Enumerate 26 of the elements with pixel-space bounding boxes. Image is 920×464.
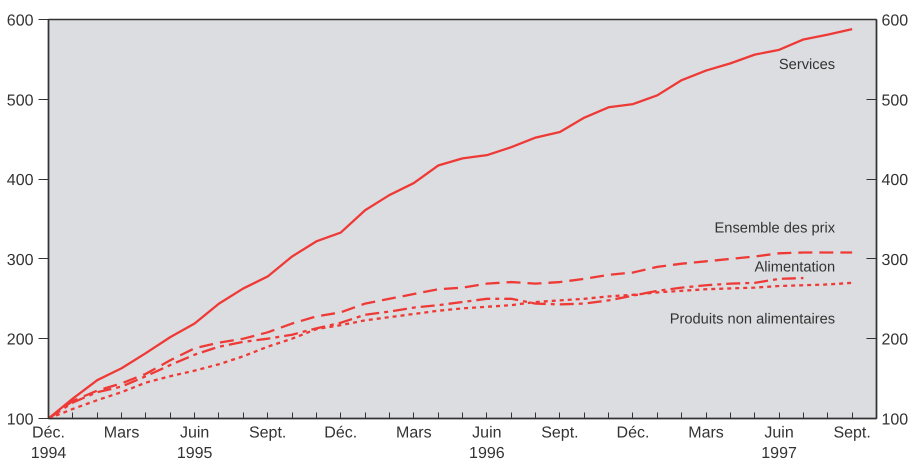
x-tick-label: Sept. (833, 424, 871, 442)
x-tick-label: Déc. (324, 424, 358, 442)
x-tick-label: Sept. (248, 424, 286, 442)
y-tick-label: 600 (6, 12, 34, 30)
y2-tick-label: 200 (882, 332, 908, 349)
y-tick-label: 400 (6, 172, 34, 190)
series-label: Ensemble des prix (714, 220, 836, 237)
y2-tick-label: 100 (882, 412, 908, 428)
x-tick-label: Déc. (616, 424, 650, 442)
y-tick-label: 500 (6, 92, 34, 110)
x-tick-label: Juin 1996 (469, 424, 505, 462)
series-label: Alimentation (754, 260, 836, 276)
series-label: Produits non alimentaires (670, 312, 836, 328)
x-tick-label: Juin 1995 (176, 424, 213, 462)
x-tick-label: Mars (688, 424, 724, 442)
x-tick-label: Mars (104, 424, 140, 442)
y-tick-label: 200 (6, 332, 34, 349)
y-tick-label: 300 (6, 252, 34, 269)
y2-tick-label: 300 (882, 252, 908, 269)
y2-tick-label: 600 (882, 12, 908, 30)
x-tick-label: Juin 1997 (761, 424, 797, 462)
series-label: Services (778, 56, 836, 73)
y2-tick-label: 400 (882, 172, 908, 190)
x-tick-label: Sept. (541, 424, 579, 442)
y2-tick-label: 500 (882, 92, 908, 110)
x-tick-label: Mars (396, 424, 432, 442)
